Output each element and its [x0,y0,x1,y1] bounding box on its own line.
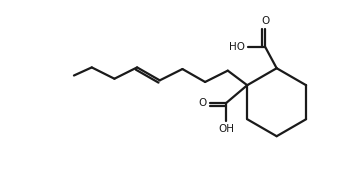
Text: O: O [199,98,207,108]
Text: OH: OH [218,124,234,134]
Text: O: O [261,16,270,26]
Text: HO: HO [229,42,245,52]
